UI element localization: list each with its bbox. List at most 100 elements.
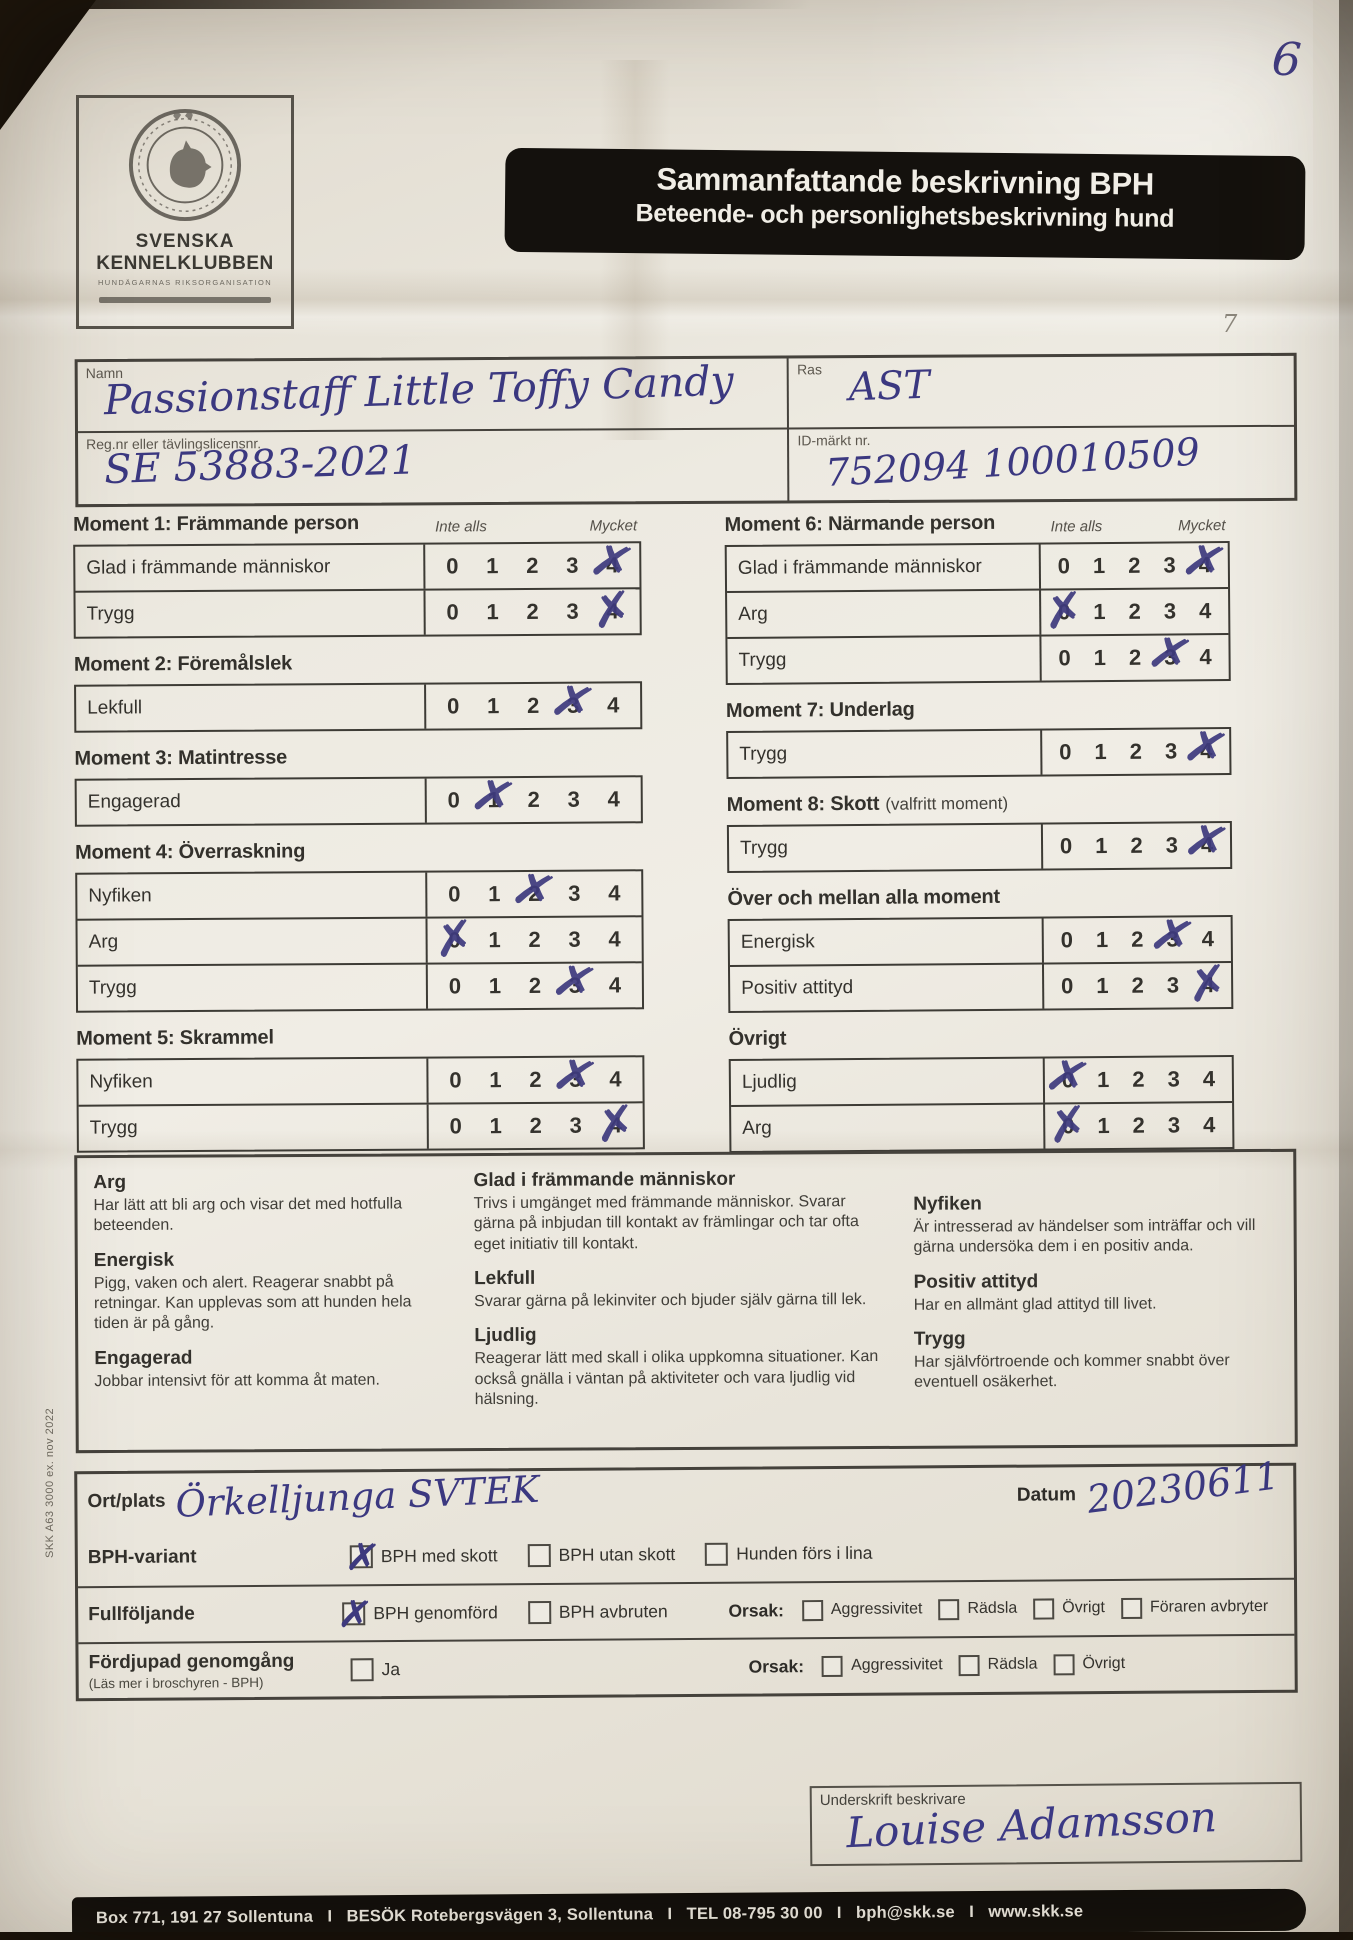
score-digit: 2 [528,926,541,952]
score-digit: 1 [1095,832,1108,859]
definition-arg: Arg Har lätt att bli arg och visar det me… [93,1170,447,1236]
moment-table: Nyfiken01234Trygg01234 [76,1055,645,1153]
moment-title-suffix: (valfritt moment) [885,793,1009,814]
score-digit: 1 [1092,553,1106,579]
checkbox-rädsla [958,1654,980,1676]
moment-header: Moment 4: Överraskning [75,838,643,867]
trait-label: Trygg [727,636,1042,683]
score-digit-marked-ink-x: 4 [1195,738,1217,764]
checkbox-föraren-avbryter [1120,1597,1142,1619]
option-label: Ja [381,1658,401,1679]
definition-nyfiken: Nyfiken Är intresserad av händelser som i… [913,1192,1278,1259]
trait-label: Energisk [729,918,1044,965]
place-date-row: Ort/plats Örkelljunga SVTEK Datum 202306… [77,1453,1293,1530]
option-label: Aggressivitet [850,1656,943,1674]
score-digit: 0 [446,693,460,719]
option-label: Rädsla [987,1655,1038,1673]
score-digit-marked-ink-x: 0 [1057,1067,1079,1093]
date-label: Datum [1016,1484,1077,1506]
definition-term: Ljudlig [474,1325,537,1347]
checkbox-bph-utan-skott [527,1543,551,1567]
score-digit: 1 [486,693,500,719]
score-digit: 4 [608,880,621,906]
chipnr-cell: ID-märkt nr. 752094 100010509 [789,427,1294,501]
score-digit: 2 [526,552,539,578]
definition-text: Är intresserad av händelser som inträffa… [913,1217,1256,1257]
score-digit: 3 [567,786,580,812]
moment-title: Moment 2: Föremålslek [73,652,293,676]
score-digit-marked-ink-x: 3 [1161,926,1183,952]
score-digit: 1 [1093,599,1106,625]
definition-text: Pigg, vaken och alert. Reagerar snabbt p… [93,1273,412,1333]
score-digit: 0 [446,599,459,625]
regnr-handwritten-value: SE 53883-2021 [103,437,417,494]
chipnr-label: ID-märkt nr. [797,432,871,449]
checkbox-bph-genomförd-checked [342,1601,366,1625]
option-bph-genomförd: BPH genomförd [342,1601,498,1625]
org-name-line1: SVENSKA [135,231,235,252]
scale-label-inte-alls: Inte alls [435,518,487,536]
breed-cell: Ras AST [788,355,1294,430]
moment-section-moment-2-föremålslek: Moment 2: FöremålslekLekfull01234 [73,650,643,733]
print-code-vertical: SKK A63 3000 ex. nov 2022 [44,1407,56,1558]
scale-label-mycket: Mycket [589,517,638,535]
score-row-engagerad: Engagerad 012 3 4 [76,777,641,825]
moment-table: Glad i främmande människor 0 1 2 34 Trygg 0 1 2 3… [73,541,642,639]
form-row-fullföljande: Fullföljande BPH genomförd BPH avbruten Ors… [78,1577,1295,1643]
definition-term: Lekfull [473,1267,536,1290]
moment-section-moment-8-skott: Moment 8: Skott (valfritt moment) Trygg 0 1 2… [727,790,1233,873]
moments-column-right: Moment 6: Närmande person Inte alls Mycket… [724,510,1235,1168]
score-digit-marked-ink-x: 4 [605,1112,627,1138]
option-label: Övrigt [1062,1599,1105,1617]
definition-text: Jobbar intensivt för att komma åt maten. [94,1371,380,1390]
option-övrigt: Övrigt [1033,1597,1105,1620]
score-digit: 1 [486,553,499,579]
moment-section-övrigt: ÖvrigtLjudlig01234Arg01234 [728,1024,1235,1153]
moment-section-moment-5-skrammel: Moment 5: SkrammelNyfiken01234Trygg01234 [76,1024,645,1153]
definition-text: Svarar gärna på lekinviter och bjuder sj… [474,1290,867,1311]
score-digit: 3 [568,880,581,906]
checkbox-aggressivitet [821,1655,844,1677]
score-digit: 3 [566,552,579,578]
score-digit-marked-ink-x: 0 [1057,1113,1079,1139]
org-tagline: HUNDÄGARNAS RIKSORGANISATION [97,278,273,287]
moment-table: Trygg 0 1 2 3 4 [726,821,1233,873]
admin-form-box: Ort/plats Örkelljunga SVTEK Datum 202306… [74,1453,1298,1702]
moment-header: Moment 1: Främmande person Inte alls Mycke… [73,510,641,539]
score-row-nyfiken: Nyfiken01234 [77,871,641,919]
score-row-nyfiken: Nyfiken01234 [78,1057,642,1105]
photo-edge [0,0,812,9]
score-digit: 4 [609,1066,622,1092]
score-digit-marked-ink-x: 3 [1159,644,1181,670]
orsak-label: Orsak: [748,1655,805,1677]
score-digit: 4 [606,692,620,718]
score-digit: 3 [1167,1066,1180,1092]
definition-term: Positiv attityd [913,1270,1039,1293]
trait-label: Glad i främmande människor [726,544,1042,591]
score-digit: 4 [608,926,621,952]
score-digit: 2 [1128,644,1142,670]
form-subtitle: Beteende- och personlighetsbeskrivning h… [635,199,1175,233]
trait-label: Engagerad [76,778,427,825]
checkbox-hunden-förs-i-lina [705,1542,729,1566]
regnr-cell: Reg.nr eller tävlingslicensnr. SE 53883-… [78,429,790,505]
score-digit: 3 [569,1112,582,1138]
form-row-label: Fullföljande [88,1603,195,1626]
score-digit: 2 [1130,832,1143,858]
score-digit: 2 [526,692,540,718]
score-digit: 2 [1131,926,1144,952]
checkbox-bph-avbruten [527,1600,551,1624]
score-row-glad-i-främmande-människor: Glad i främmande människor 0 1 2 3 4 [726,543,1228,591]
moment-header: Moment 6: Närmande person Inte alls Mycket [724,510,1229,540]
